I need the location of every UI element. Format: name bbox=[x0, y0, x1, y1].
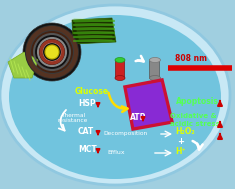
Text: ATP: ATP bbox=[130, 114, 146, 122]
FancyBboxPatch shape bbox=[149, 60, 160, 78]
Polygon shape bbox=[72, 18, 116, 44]
Ellipse shape bbox=[115, 57, 125, 63]
Text: H₂O₂: H₂O₂ bbox=[175, 126, 195, 136]
Text: 808 nm: 808 nm bbox=[175, 54, 207, 63]
Ellipse shape bbox=[115, 75, 125, 81]
Text: CAT: CAT bbox=[78, 128, 94, 136]
Text: Glucose: Glucose bbox=[75, 88, 109, 97]
Ellipse shape bbox=[149, 57, 161, 63]
FancyBboxPatch shape bbox=[115, 60, 125, 78]
Polygon shape bbox=[125, 80, 172, 129]
Circle shape bbox=[23, 23, 81, 81]
Ellipse shape bbox=[9, 15, 221, 179]
Text: Decomposition: Decomposition bbox=[103, 130, 147, 136]
Circle shape bbox=[45, 45, 59, 59]
Text: H⁺: H⁺ bbox=[175, 146, 185, 156]
Polygon shape bbox=[127, 82, 170, 127]
Text: MCT: MCT bbox=[78, 146, 97, 154]
Ellipse shape bbox=[0, 5, 230, 185]
Text: Apoptosis: Apoptosis bbox=[176, 98, 219, 106]
Text: Oxidative &
acidic stress: Oxidative & acidic stress bbox=[170, 114, 220, 126]
Ellipse shape bbox=[149, 75, 161, 81]
Text: HSP: HSP bbox=[78, 99, 96, 108]
Polygon shape bbox=[8, 52, 38, 78]
Text: Thermal
resistance: Thermal resistance bbox=[58, 113, 88, 123]
Text: Efflux: Efflux bbox=[107, 149, 125, 154]
Text: +: + bbox=[177, 136, 184, 146]
